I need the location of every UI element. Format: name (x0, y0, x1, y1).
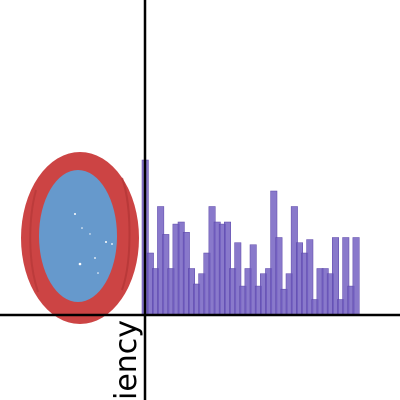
speckle (111, 243, 113, 245)
donut-shape (21, 152, 139, 324)
speckle (78, 262, 82, 266)
donut-ring-texture (29, 189, 39, 293)
bar (352, 237, 360, 316)
speckle (74, 213, 76, 215)
speckle (89, 233, 91, 235)
y-axis-label-fragment: iency (109, 320, 144, 400)
speckle (97, 272, 99, 274)
donut-hole (39, 170, 117, 302)
speckle (105, 241, 107, 243)
bar-series (141, 159, 360, 316)
donut-ring-texture (121, 177, 131, 291)
speckle (81, 227, 83, 229)
speckle (94, 257, 96, 259)
